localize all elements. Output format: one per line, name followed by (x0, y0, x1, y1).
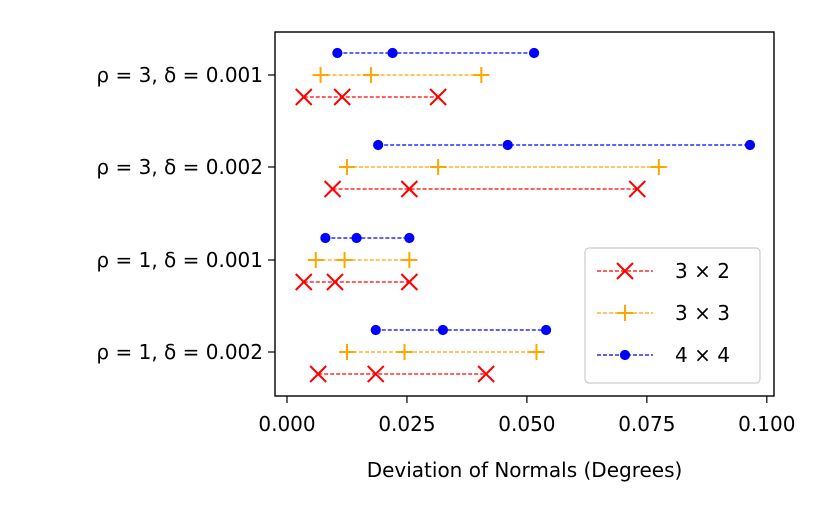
data-point (650, 159, 667, 175)
y-tick-label: ρ = 1, δ = 0.001 (96, 248, 263, 272)
data-point (528, 47, 540, 59)
y-tick-label: ρ = 3, δ = 0.001 (96, 63, 263, 87)
data-point (333, 88, 351, 106)
data-point (323, 180, 342, 198)
x-tick-label: 0.050 (498, 412, 555, 436)
data-point (336, 252, 353, 268)
data-point (362, 67, 379, 83)
data-point (400, 180, 419, 198)
y-tick-label: ρ = 3, δ = 0.002 (96, 155, 263, 179)
data-point (400, 273, 419, 291)
plot-frame (274, 31, 775, 397)
legend-box (584, 247, 761, 384)
data-point (502, 139, 513, 151)
data-point (473, 67, 490, 83)
data-point (477, 365, 495, 383)
legend-label: 4 × 4 (675, 343, 730, 367)
data-point (373, 139, 384, 151)
data-point (528, 344, 545, 360)
legend-label: 3 × 3 (675, 301, 730, 325)
data-point (404, 232, 415, 244)
data-point (309, 365, 327, 383)
legend-marker (619, 349, 631, 361)
data-point (320, 232, 331, 244)
data-point (370, 324, 381, 336)
data-point (437, 324, 449, 336)
data-point (396, 344, 413, 360)
data-point (338, 159, 355, 175)
legend-marker (616, 262, 634, 280)
legend-marker (617, 305, 633, 321)
data-point (387, 47, 398, 59)
x-tick-label: 0.000 (258, 412, 315, 436)
data-point (540, 324, 552, 336)
data-point (429, 88, 447, 106)
data-point (430, 159, 447, 175)
data-point (351, 232, 362, 244)
data-point (332, 47, 343, 59)
data-point (744, 139, 756, 151)
data-point (307, 252, 324, 268)
x-tick-label: 0.100 (738, 412, 795, 436)
data-point (295, 273, 313, 291)
data-point (401, 252, 418, 268)
y-tick-label: ρ = 1, δ = 0.002 (96, 340, 263, 364)
data-point (367, 365, 385, 383)
data-point (628, 180, 646, 198)
data-point (295, 88, 313, 106)
legend-label: 3 × 2 (675, 259, 730, 283)
data-point (338, 344, 355, 360)
x-tick-label: 0.025 (378, 412, 435, 436)
data-point (326, 273, 344, 291)
data-point (312, 67, 329, 83)
x-axis-label: Deviation of Normals (Degrees) (367, 458, 683, 482)
x-tick-label: 0.075 (618, 412, 675, 436)
